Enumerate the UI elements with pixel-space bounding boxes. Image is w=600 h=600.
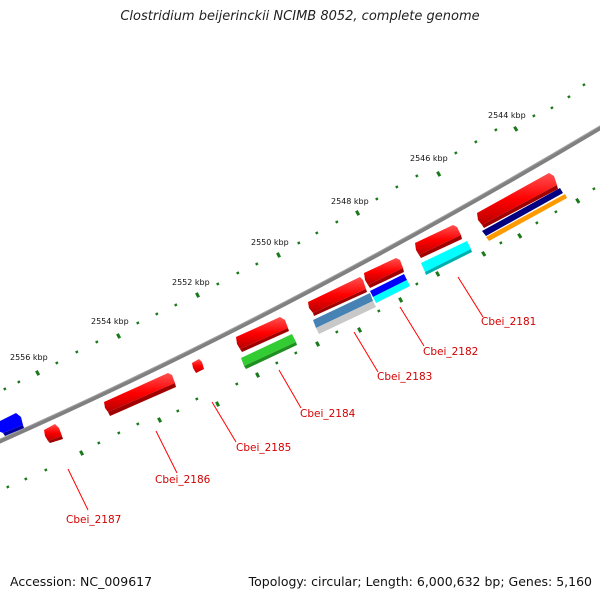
cds-navy-bar — [482, 188, 563, 236]
cds-gray-bar — [316, 301, 376, 334]
leader-line-cbei-2182 — [399, 306, 425, 347]
gene-label-cbei-2182: Cbei_2182 — [423, 346, 478, 358]
gene-label-cbei-2186: Cbei_2186 — [155, 474, 211, 486]
gene-arrows — [44, 173, 558, 443]
cds-bars — [0, 188, 567, 436]
leader-line-cbei-2183 — [353, 331, 379, 373]
scale-label-2550: 2550 kbp — [251, 238, 289, 247]
scale-label-2552: 2552 kbp — [172, 278, 210, 287]
scale-labels: 2544 kbp 2546 kbp 2548 kbp 2550 kbp 2552… — [10, 111, 526, 362]
gene-label-cbei-2185: Cbei_2185 — [236, 442, 291, 454]
genome-backbone — [0, 125, 600, 444]
gene-arrow-cbei-2187 — [44, 424, 63, 443]
scale-label-2546: 2546 kbp — [410, 154, 448, 163]
map-title: Clostridium beijerinckii NCIMB 8052, com… — [120, 9, 480, 24]
gene-arrow-cbei-2183 — [364, 258, 404, 288]
gene-arrow-cbei-2182 — [415, 225, 462, 258]
leader-line-cbei-2187 — [67, 468, 89, 511]
inner-tick-row — [6, 187, 596, 489]
gene-arrow-cbei-2181 — [477, 173, 558, 228]
scale-label-2556: 2556 kbp — [10, 353, 48, 362]
cds-blue-left-bar — [0, 413, 23, 433]
cds-blue-bar — [370, 274, 407, 297]
scale-label-2554: 2554 kbp — [91, 317, 129, 326]
gene-arrow-cbei-2183b — [308, 277, 367, 316]
gene-arrow-cbei-2186 — [104, 373, 176, 416]
leader-line-cbei-2185 — [211, 401, 237, 443]
leader-line-cbei-2186 — [155, 430, 178, 474]
leader-lines — [67, 276, 484, 511]
gene-label-cbei-2184: Cbei_2184 — [300, 408, 356, 420]
scale-label-2544: 2544 kbp — [488, 111, 526, 120]
gene-arrow-cbei-2185 — [192, 359, 204, 373]
leader-line-cbei-2181 — [457, 276, 484, 318]
scale-label-2548: 2548 kbp — [331, 197, 369, 206]
cds-cyan-bar — [421, 241, 471, 272]
genome-summary-text: Topology: circular; Length: 6,000,632 bp… — [248, 574, 592, 589]
gene-label-cbei-2187: Cbei_2187 — [66, 514, 121, 526]
cds-cyan-bar-2 — [373, 280, 410, 303]
cds-orange-bar — [486, 194, 567, 241]
gene-label-cbei-2183: Cbei_2183 — [377, 371, 432, 383]
cds-green-bar — [241, 334, 296, 366]
gene-labels: Cbei_2181 Cbei_2182 Cbei_2183 Cbei_2184 … — [66, 316, 536, 526]
gene-label-cbei-2181: Cbei_2181 — [481, 316, 536, 328]
gene-arrow-cbei-2184 — [236, 317, 289, 352]
accession-text: Accession: NC_009617 — [10, 574, 153, 589]
leader-line-cbei-2184 — [278, 369, 302, 409]
outer-tick-row — [3, 83, 586, 391]
cds-steelblue-bar — [313, 293, 373, 328]
